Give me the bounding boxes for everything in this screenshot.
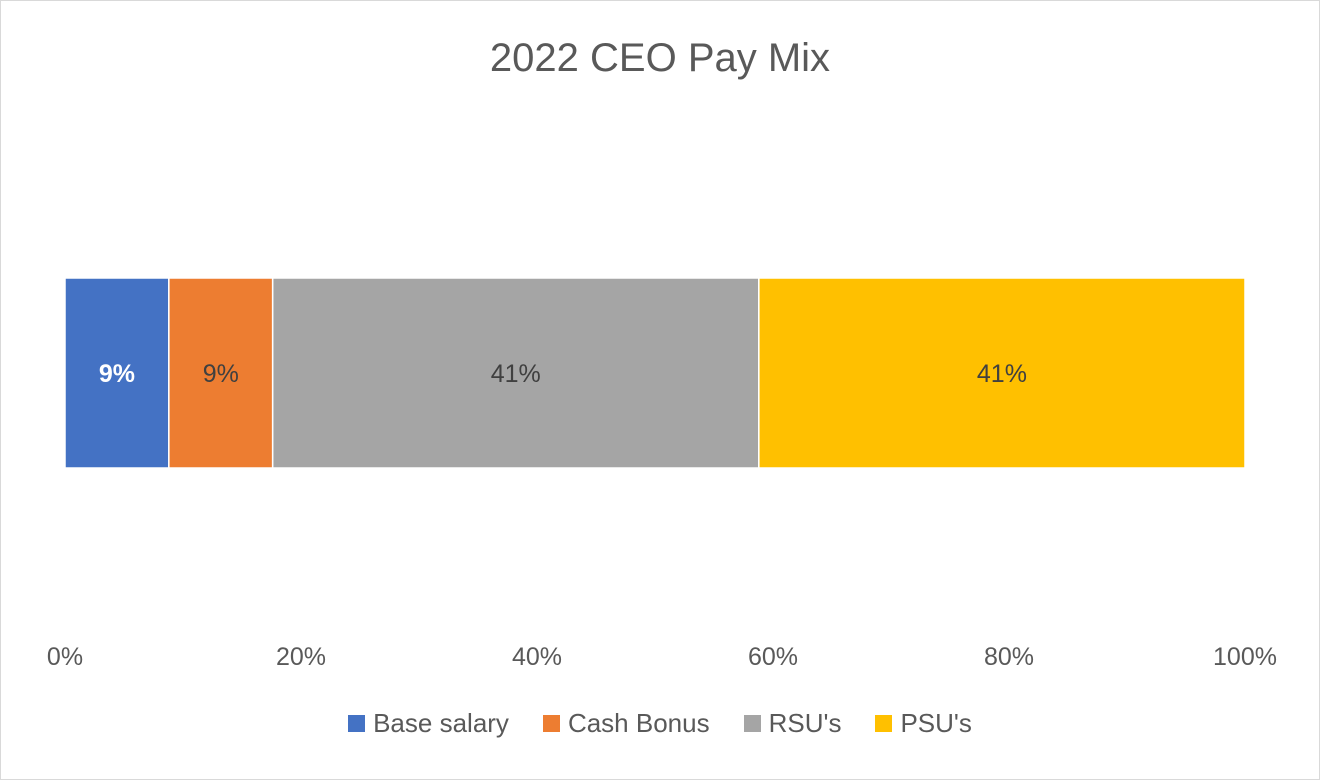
chart-legend: Base salary Cash Bonus RSU's PSU's	[0, 708, 1320, 739]
legend-swatch	[875, 715, 893, 732]
legend-swatch	[743, 715, 761, 732]
legend-label: Base salary	[373, 708, 509, 738]
legend-label: PSU's	[900, 708, 972, 738]
data-label-0: 9%	[99, 360, 135, 388]
x-tick-label: 100%	[1213, 643, 1277, 671]
legend-swatch	[542, 715, 560, 732]
legend-label: RSU's	[768, 708, 842, 738]
bar-segment-3	[758, 277, 1246, 469]
legend-item-2: RSU's	[743, 708, 842, 739]
data-label-3: 41%	[977, 360, 1027, 388]
chart-title: 2022 CEO Pay Mix	[489, 36, 831, 80]
legend-item-1: Cash Bonus	[542, 708, 710, 739]
x-tick-label: 0%	[47, 643, 83, 671]
x-tick-label: 40%	[512, 643, 562, 671]
legend-item-0: Base salary	[348, 708, 509, 739]
bar-segment-1	[168, 277, 274, 469]
x-tick-label: 80%	[984, 643, 1034, 671]
x-tick-label: 60%	[748, 643, 798, 671]
legend-swatch	[348, 715, 366, 732]
chart-plot: 9% 9% 41% 41% 0% 20% 40% 60% 80% 100%	[47, 277, 1277, 671]
legend-item-3: PSU's	[875, 708, 972, 739]
bar-segment-2	[271, 277, 760, 469]
x-tick-label: 20%	[276, 643, 326, 671]
bar-segment-0	[64, 277, 170, 469]
legend-label: Cash Bonus	[567, 708, 710, 738]
data-label-1: 9%	[203, 360, 239, 388]
data-label-2: 41%	[491, 360, 541, 388]
